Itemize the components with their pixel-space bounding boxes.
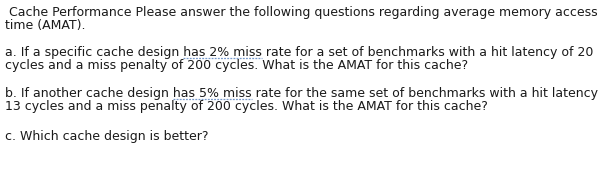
Text: cycles and a miss penalty of 200 cycles. What is the AMAT for this cache?: cycles and a miss penalty of 200 cycles.… bbox=[5, 59, 468, 72]
Text: a. If a specific cache design has 2% miss rate for a set of benchmarks with a hi: a. If a specific cache design has 2% mis… bbox=[5, 46, 593, 59]
Text: b. If another cache design has 5% miss rate for the same set of benchmarks with : b. If another cache design has 5% miss r… bbox=[5, 87, 600, 100]
Text: time (AMAT).: time (AMAT). bbox=[5, 19, 86, 32]
Text: 13 cycles and a miss penalty of 200 cycles. What is the AMAT for this cache?: 13 cycles and a miss penalty of 200 cycl… bbox=[5, 100, 488, 113]
Text: c. Which cache design is better?: c. Which cache design is better? bbox=[5, 130, 209, 143]
Text: Cache Performance Please answer the following questions regarding average memory: Cache Performance Please answer the foll… bbox=[5, 6, 598, 19]
